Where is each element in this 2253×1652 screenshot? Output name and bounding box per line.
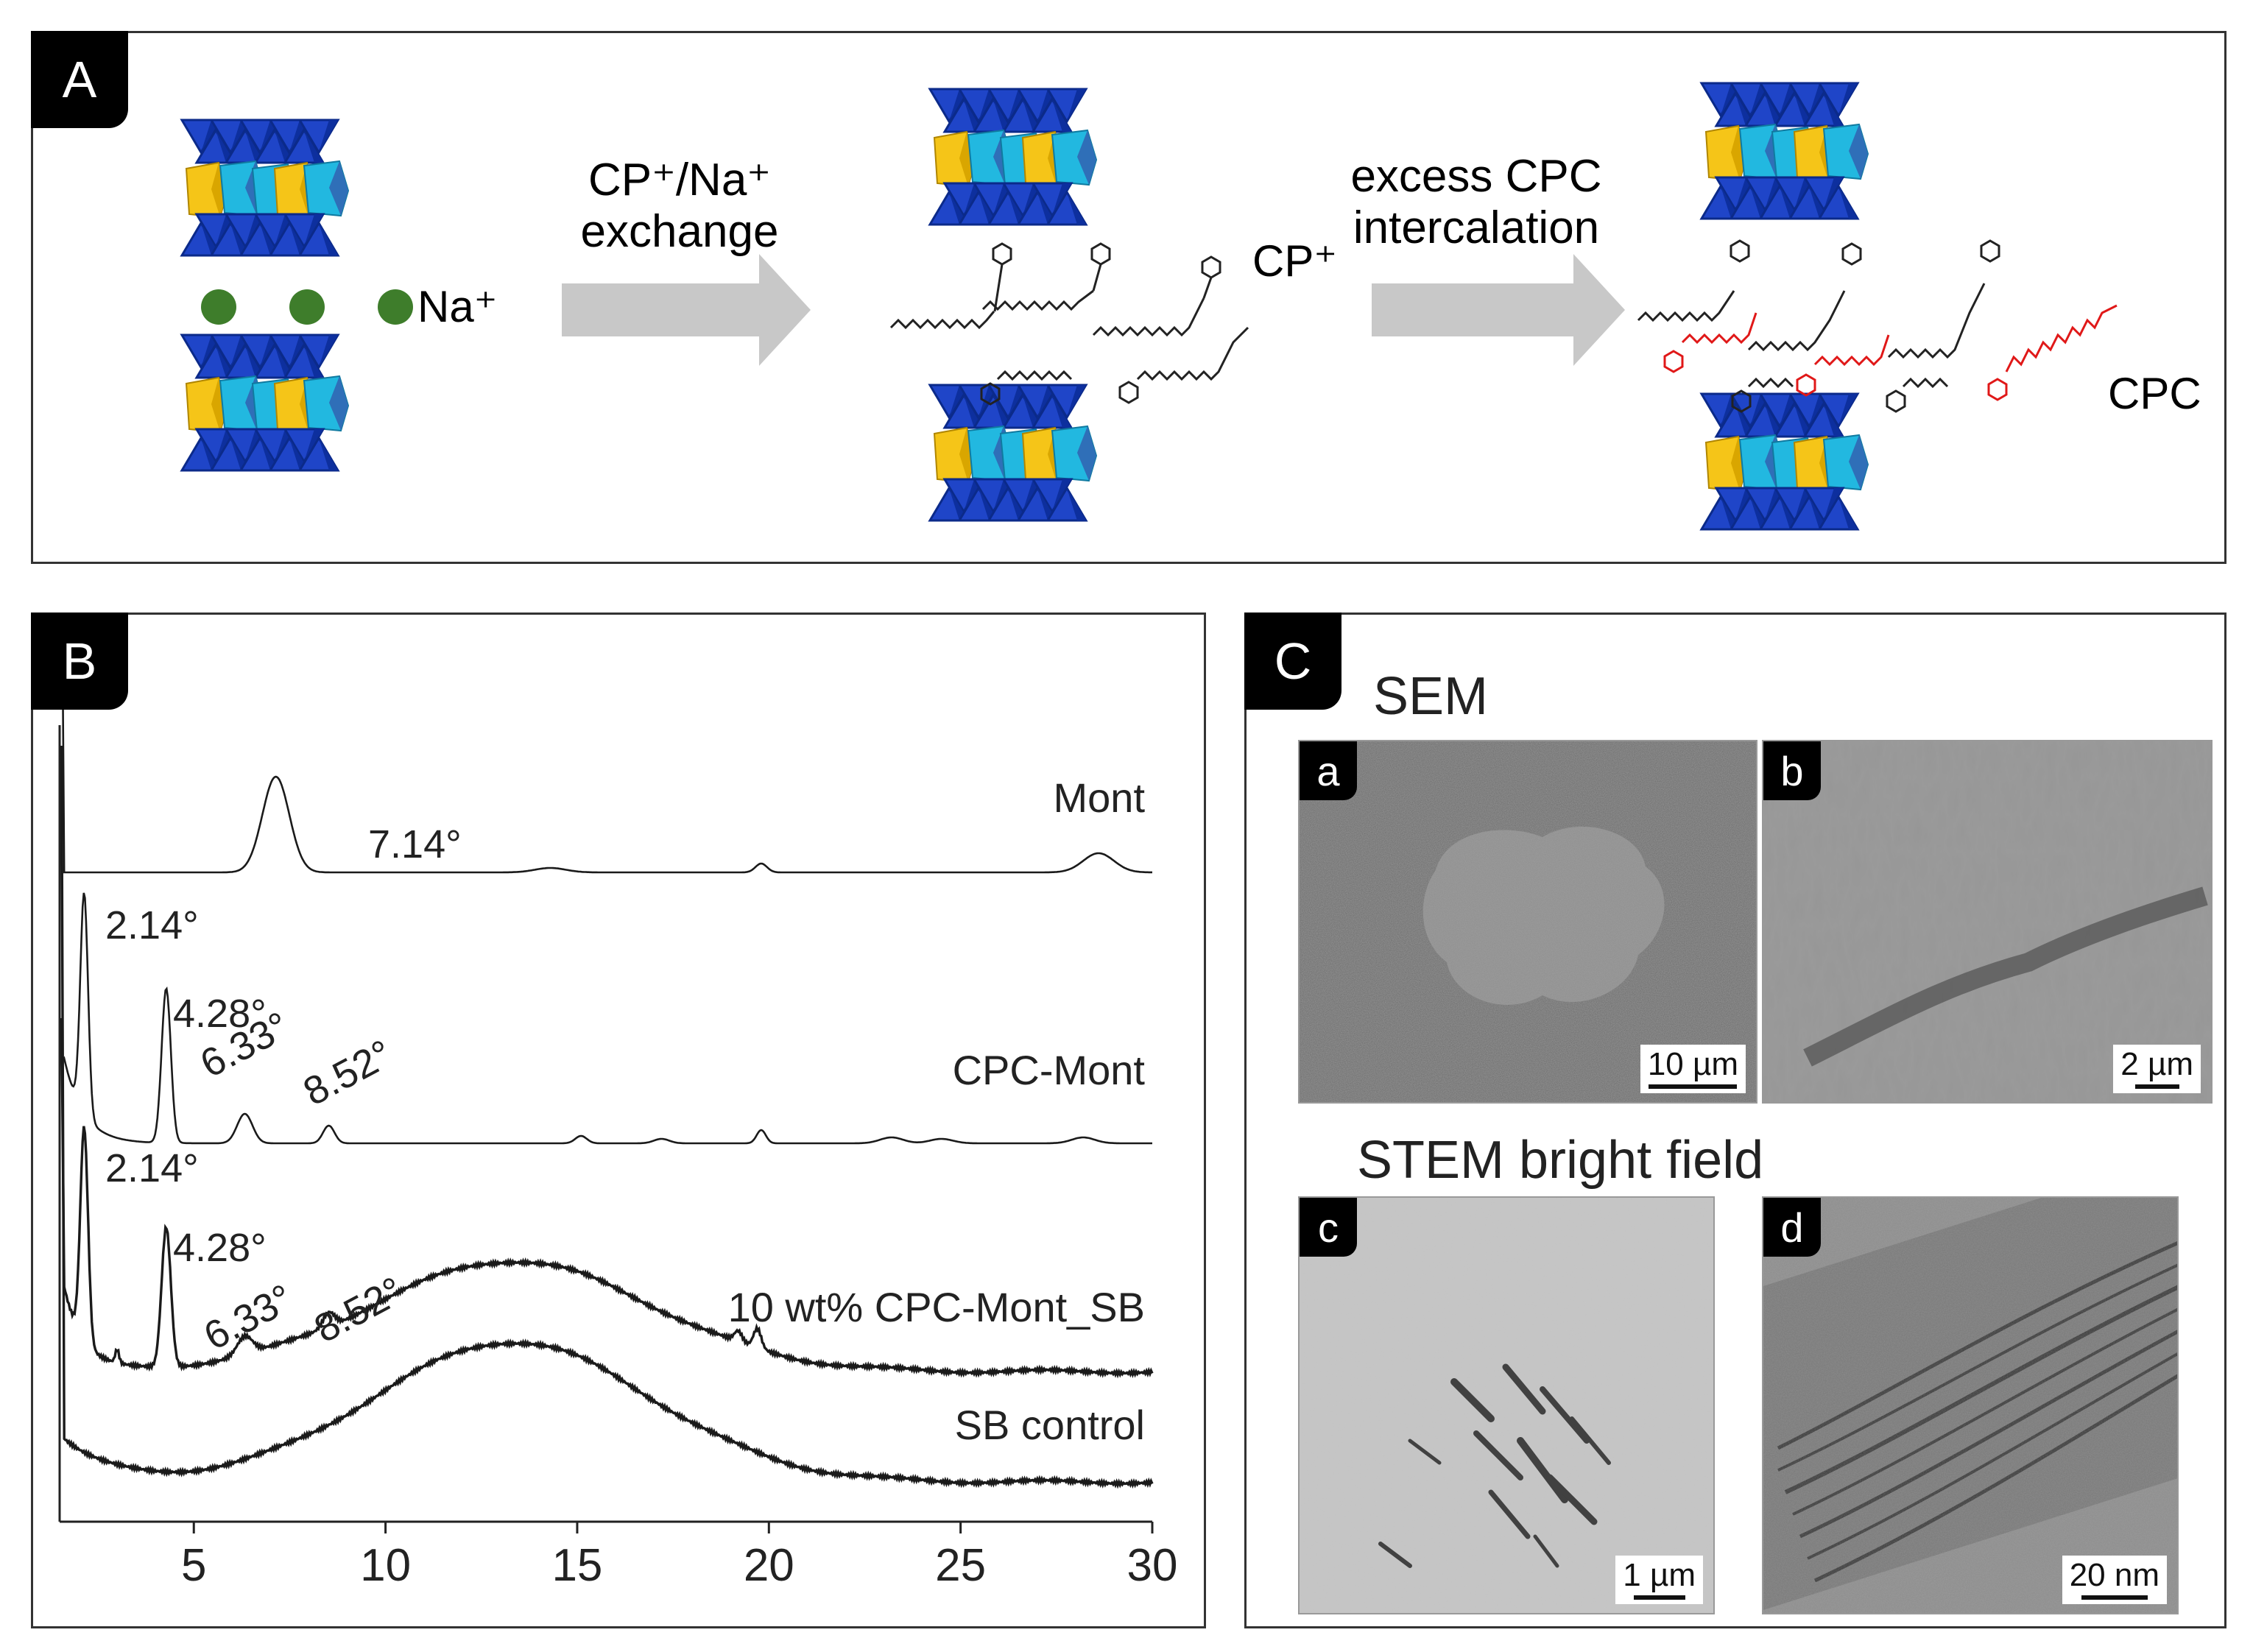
peak-label: 7.14° <box>368 822 462 866</box>
image-c-scale-bar: 1 µm <box>1615 1556 1703 1604</box>
image-a-scale-bar: 10 µm <box>1640 1045 1746 1093</box>
arrow-shape <box>562 254 811 366</box>
peak-label: 8.52° <box>296 1031 399 1114</box>
arrow2-label-line2: intercalation <box>1353 202 1599 253</box>
sem-title: SEM <box>1373 667 1489 726</box>
series-line <box>60 518 1152 874</box>
xrd-pattern-chart: 5 10 15 20 25 30 Mont CPC-Mont 10 wt% CPC-Mont_… <box>58 518 1178 1591</box>
x-tick-label: 30 <box>1127 1540 1178 1591</box>
image-c-scale-label: 1 µm <box>1623 1557 1696 1593</box>
peak-label: 6.33° <box>197 1276 300 1358</box>
intercalation-arrow: excess CPC intercalation <box>1350 151 1625 366</box>
image-d-scale-bar: 20 nm <box>2062 1556 2167 1604</box>
sodium-ion <box>289 289 325 325</box>
panel-b-tag: B <box>31 613 128 710</box>
panel-a-schematic: A Na⁺ <box>31 31 2226 564</box>
arrow1-label-line1: CP⁺/Na⁺ <box>588 155 771 205</box>
cp-and-cpc-chains <box>1637 239 2118 413</box>
chart-axes: 5 10 15 20 25 30 <box>58 725 1178 1591</box>
stem-image-d: d 20 nm <box>1762 1196 2179 1614</box>
x-tick-label: 20 <box>744 1540 794 1591</box>
sem-image-b: b 2 µm <box>1762 740 2213 1104</box>
clay-stack-sodium: Na⁺ <box>182 120 497 470</box>
intercalation-schematic: Na⁺ CP⁺/Na⁺ exchange <box>33 33 2201 562</box>
peak-label: 8.52° <box>307 1268 410 1351</box>
image-d-tag: d <box>1763 1198 1821 1257</box>
cp-cation-label: CP⁺ <box>1252 236 1337 286</box>
series-line <box>60 892 1152 1145</box>
image-b-scale-bar: 2 µm <box>2113 1045 2201 1093</box>
arrow-shape <box>1372 254 1625 366</box>
arrow1-label-line2: exchange <box>581 206 779 257</box>
sodium-label: Na⁺ <box>417 282 497 331</box>
x-tick-label: 5 <box>181 1540 206 1591</box>
peak-label: 2.14° <box>105 903 199 947</box>
image-a-scale-label: 10 µm <box>1647 1046 1738 1082</box>
series-name-label: SB control <box>955 1402 1145 1448</box>
stem-title: STEM bright field <box>1357 1131 1764 1190</box>
x-tick-label: 15 <box>551 1540 602 1591</box>
image-c-tag: c <box>1300 1198 1357 1257</box>
cpc-label: CPC <box>2108 369 2201 418</box>
series-name-label: Mont <box>1054 774 1146 821</box>
peak-label: 4.28° <box>173 1226 267 1270</box>
cp-chains <box>889 242 1249 406</box>
series-name-label: CPC-Mont <box>953 1047 1146 1093</box>
image-b-scale-label: 2 µm <box>2120 1046 2193 1082</box>
sodium-ion <box>201 289 236 325</box>
panel-c-microscopy: C SEM STEM bright field a 10 µm b 2 µm <box>1244 613 2226 1628</box>
image-d-scale-label: 20 nm <box>2069 1557 2159 1593</box>
series-line <box>60 745 1154 1489</box>
clay-stack-cpc: CPC <box>1637 83 2201 529</box>
arrow2-label-line1: excess CPC <box>1350 151 1601 202</box>
series-name-label: 10 wt% CPC-Mont_SB <box>728 1284 1145 1330</box>
peak-label: 4.28° <box>173 992 267 1036</box>
panel-c-tag: C <box>1244 613 1341 710</box>
chart-series <box>60 518 1154 1489</box>
image-a-tag: a <box>1300 741 1357 800</box>
peak-label: 2.14° <box>105 1146 199 1190</box>
panel-b-xrd-chart: B 5 10 15 20 25 30 Mont CPC-Mont 10 wt% CPC-Mon… <box>31 518 1206 1628</box>
sodium-ion <box>378 289 413 325</box>
x-tick-label: 25 <box>935 1540 986 1591</box>
stem-image-c: c 1 µm <box>1298 1196 1715 1614</box>
panel-a-tag: A <box>31 31 128 128</box>
x-tick-label: 10 <box>360 1540 411 1591</box>
sem-image-a: a 10 µm <box>1298 740 1757 1104</box>
exchange-arrow: CP⁺/Na⁺ exchange <box>562 155 811 366</box>
clay-stack-cp: CP⁺ <box>889 89 1337 520</box>
image-b-tag: b <box>1763 741 1821 800</box>
series-line <box>60 1017 1154 1379</box>
